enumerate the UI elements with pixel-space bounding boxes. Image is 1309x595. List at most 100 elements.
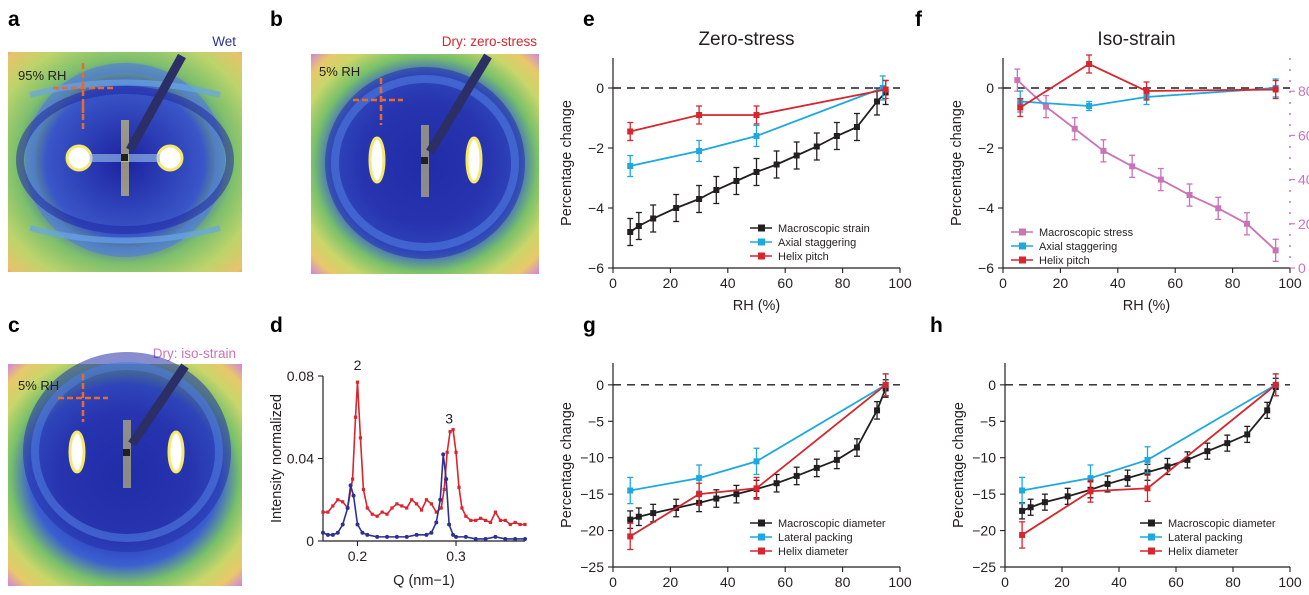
- data-point: [464, 514, 468, 518]
- data-point: [321, 530, 325, 535]
- data-point: [1272, 381, 1279, 388]
- data-point: [498, 518, 502, 522]
- data-point: [503, 536, 508, 541]
- data-point: [385, 512, 389, 516]
- data-point: [460, 506, 464, 510]
- xray-image-zero-stress: [311, 53, 539, 274]
- data-point: [451, 428, 455, 432]
- data-point: [1272, 247, 1279, 254]
- legend-label: Helix pitch: [1039, 255, 1090, 267]
- data-point: [410, 498, 414, 502]
- data-point: [463, 534, 468, 539]
- series-line-helix-pitch: [630, 88, 886, 133]
- data-point: [508, 522, 512, 527]
- data-point: [627, 229, 634, 235]
- x-tick-label: 60: [777, 574, 793, 590]
- legend-marker: [758, 224, 765, 232]
- legend-label: Lateral packing: [778, 532, 853, 544]
- y-tick-label: 0: [596, 80, 604, 96]
- data-point: [479, 516, 483, 520]
- legend-label: Macroscopic diameter: [778, 518, 886, 530]
- data-point: [673, 205, 680, 211]
- data-point: [753, 485, 760, 492]
- data-point: [341, 500, 345, 504]
- chart-d: 0.2 0.3 0 0.04 0.08 Q (nm−1) Intensity normali…: [269, 357, 527, 589]
- data-point: [1064, 493, 1071, 500]
- x-tick-label: 40: [1111, 574, 1127, 590]
- data-point: [713, 495, 720, 502]
- series-line-red-trace: [323, 382, 525, 526]
- legend-label: Lateral packing: [1168, 532, 1243, 544]
- data-point: [733, 491, 740, 498]
- peak-label: 3: [445, 410, 453, 426]
- rh-tag-b: 5% RH: [319, 64, 360, 79]
- x-tick-label: 100: [1278, 574, 1302, 590]
- data-point: [696, 196, 703, 202]
- xray-image-iso-strain: [8, 352, 242, 586]
- data-point: [1014, 77, 1021, 84]
- condition-label-iso-strain: Dry: iso-strain: [153, 346, 236, 361]
- data-point: [360, 530, 365, 535]
- data-point: [451, 532, 456, 537]
- y-tick-label: −25: [580, 559, 604, 575]
- data-point: [1086, 103, 1093, 109]
- right-tick-label: 40: [1298, 172, 1309, 188]
- legend-label: Axial staggering: [778, 237, 856, 249]
- data-point: [1104, 480, 1111, 487]
- x-tick-label: 40: [1110, 275, 1126, 291]
- right-tick-label: 20: [1298, 216, 1309, 232]
- data-point: [713, 187, 720, 193]
- data-point: [1184, 456, 1191, 463]
- data-point: [441, 452, 446, 457]
- data-point: [473, 536, 478, 541]
- y-tick-label: −5: [980, 413, 996, 429]
- data-point: [350, 477, 355, 481]
- data-point: [753, 458, 760, 465]
- panel-a: a Wet 95% RH: [8, 8, 242, 272]
- x-tick-label: 60: [1167, 275, 1183, 291]
- data-point: [447, 522, 452, 527]
- data-point: [321, 510, 325, 514]
- y-tick-label: −15: [972, 486, 996, 502]
- x-tick-label: 40: [720, 275, 736, 291]
- data-point: [365, 532, 370, 537]
- data-point: [335, 530, 340, 535]
- data-point: [1144, 485, 1151, 492]
- data-point: [635, 223, 642, 229]
- legend-label: Helix diameter: [778, 546, 849, 558]
- data-point: [331, 504, 335, 508]
- rh-tag-a: 95% RH: [18, 68, 66, 83]
- data-point: [1264, 407, 1271, 414]
- peak-label: 2: [354, 357, 362, 373]
- data-point: [523, 522, 527, 527]
- data-point: [853, 124, 860, 130]
- panel-letter-g: g: [583, 314, 596, 337]
- data-point: [454, 450, 458, 454]
- data-point: [793, 152, 800, 159]
- y-tick-label: −15: [580, 486, 604, 502]
- data-point: [415, 502, 419, 506]
- chart-e: 0 20 40 60 80 100 −6 −4 −2 0 RH (%) Percentage chan…: [559, 29, 912, 314]
- data-point: [1019, 487, 1026, 494]
- data-point: [1143, 88, 1150, 94]
- data-point: [874, 98, 881, 105]
- data-point: [355, 380, 360, 384]
- data-point: [330, 532, 335, 537]
- data-point: [474, 518, 478, 522]
- data-point: [793, 472, 800, 479]
- legend-marker: [758, 533, 765, 541]
- data-point: [513, 520, 517, 525]
- right-tick-label: 80: [1298, 83, 1309, 99]
- chart-title: Zero-stress: [698, 29, 794, 50]
- data-point: [1224, 440, 1231, 447]
- data-point: [813, 464, 820, 471]
- panel-letter-e: e: [583, 8, 595, 31]
- data-point: [358, 436, 363, 440]
- data-point: [1164, 463, 1171, 470]
- data-point: [444, 477, 449, 482]
- data-point: [390, 506, 394, 510]
